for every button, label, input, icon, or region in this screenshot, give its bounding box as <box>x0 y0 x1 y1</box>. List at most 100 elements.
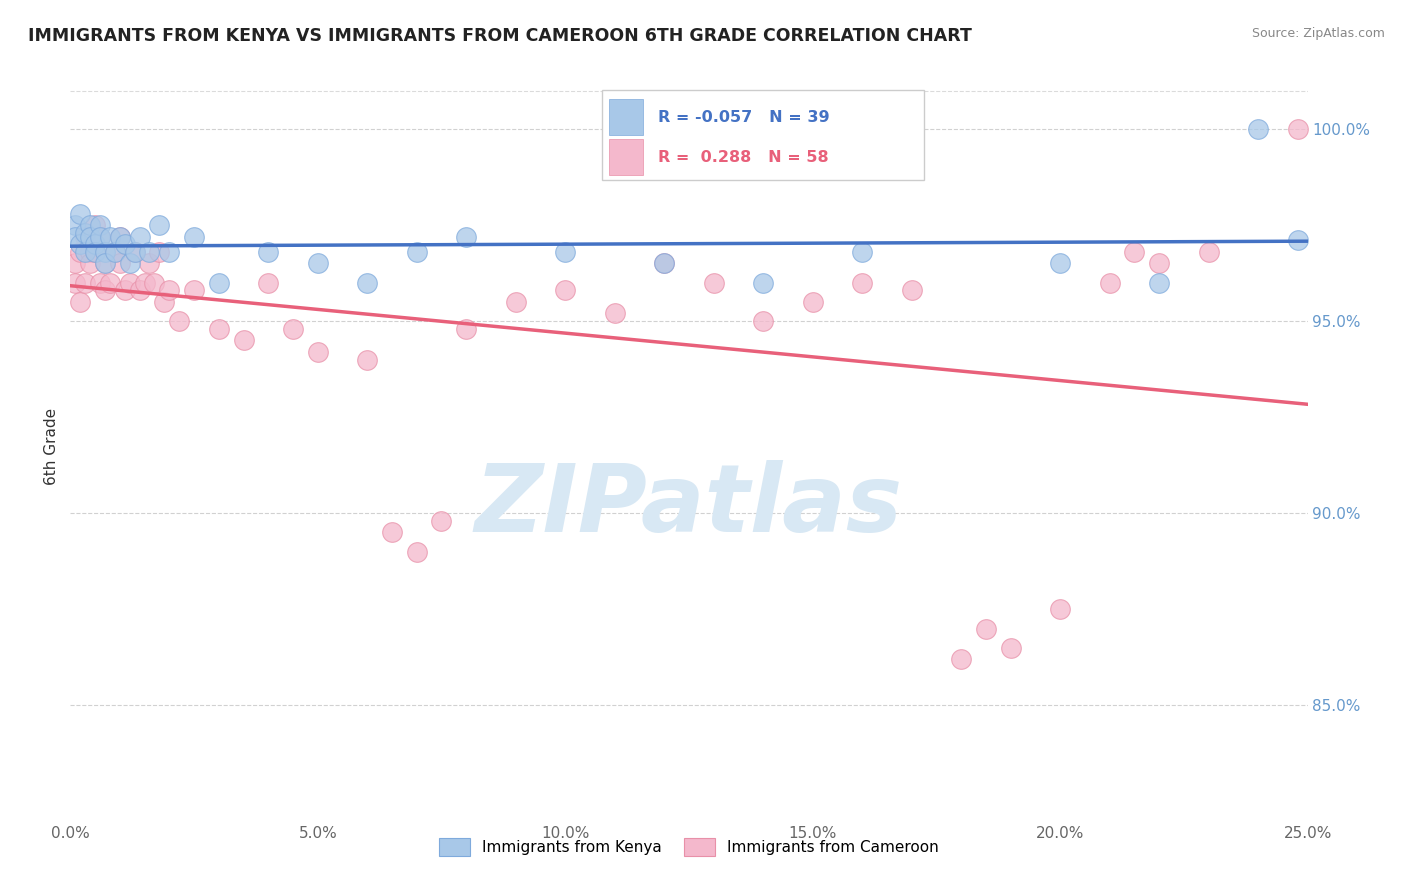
Point <box>554 284 576 298</box>
Point <box>974 622 997 636</box>
Point <box>75 229 97 244</box>
Point <box>752 276 775 290</box>
Point <box>79 256 101 270</box>
Point <box>148 244 170 259</box>
Point <box>405 544 427 558</box>
Point <box>405 244 427 259</box>
Point <box>69 237 91 252</box>
Point <box>114 284 136 298</box>
Point <box>307 344 329 359</box>
FancyBboxPatch shape <box>609 99 643 135</box>
Point <box>456 322 478 336</box>
Point <box>183 229 205 244</box>
Point <box>108 229 131 244</box>
Point <box>143 276 166 290</box>
Point <box>108 229 131 244</box>
Point <box>167 314 190 328</box>
Point <box>703 276 725 290</box>
Point <box>1286 122 1309 136</box>
Point <box>1286 234 1309 248</box>
Point <box>128 229 150 244</box>
Point <box>69 244 91 259</box>
Point <box>1049 602 1071 616</box>
Point <box>104 244 127 259</box>
Point <box>505 294 527 309</box>
Point <box>124 244 146 259</box>
Point <box>108 256 131 270</box>
Point <box>84 244 107 259</box>
Point <box>1098 276 1121 290</box>
Point <box>79 218 101 232</box>
FancyBboxPatch shape <box>602 90 924 180</box>
Point <box>84 237 107 252</box>
Point <box>1049 256 1071 270</box>
Point <box>381 525 404 540</box>
Point <box>124 244 146 259</box>
Point <box>79 229 101 244</box>
Point <box>138 244 160 259</box>
Point <box>157 244 180 259</box>
Point <box>1198 244 1220 259</box>
Point <box>208 276 231 290</box>
Point <box>652 256 675 270</box>
Point <box>801 294 824 309</box>
Point <box>114 237 136 252</box>
Point <box>65 276 87 290</box>
Point <box>257 244 280 259</box>
Point <box>153 294 176 309</box>
Text: ZIPatlas: ZIPatlas <box>475 460 903 552</box>
Point <box>75 276 97 290</box>
FancyBboxPatch shape <box>609 139 643 175</box>
Point <box>900 284 922 298</box>
Point <box>118 276 141 290</box>
Point <box>356 276 378 290</box>
Point <box>128 284 150 298</box>
Text: R = -0.057   N = 39: R = -0.057 N = 39 <box>658 111 830 125</box>
Point <box>1247 122 1270 136</box>
Point <box>851 244 873 259</box>
Point <box>138 256 160 270</box>
Point <box>232 334 254 348</box>
Point <box>104 244 127 259</box>
Point <box>65 218 87 232</box>
Point <box>84 218 107 232</box>
Point <box>1147 256 1170 270</box>
Point <box>94 256 117 270</box>
Text: IMMIGRANTS FROM KENYA VS IMMIGRANTS FROM CAMEROON 6TH GRADE CORRELATION CHART: IMMIGRANTS FROM KENYA VS IMMIGRANTS FROM… <box>28 27 972 45</box>
Y-axis label: 6th Grade: 6th Grade <box>44 408 59 484</box>
Point <box>89 229 111 244</box>
Point <box>257 276 280 290</box>
Legend: Immigrants from Kenya, Immigrants from Cameroon: Immigrants from Kenya, Immigrants from C… <box>433 832 945 862</box>
Point <box>1147 276 1170 290</box>
Point <box>281 322 304 336</box>
Point <box>1000 640 1022 655</box>
Point <box>554 244 576 259</box>
Point <box>752 314 775 328</box>
Point <box>65 256 87 270</box>
Point <box>430 514 453 528</box>
Point <box>356 352 378 367</box>
Point <box>98 229 121 244</box>
Point <box>950 652 973 666</box>
Text: R =  0.288   N = 58: R = 0.288 N = 58 <box>658 150 828 165</box>
Text: Source: ZipAtlas.com: Source: ZipAtlas.com <box>1251 27 1385 40</box>
Point <box>65 229 87 244</box>
Point <box>208 322 231 336</box>
Point <box>1123 244 1146 259</box>
Point <box>603 306 626 320</box>
Point <box>69 294 91 309</box>
Point <box>307 256 329 270</box>
Point <box>118 256 141 270</box>
Point <box>84 244 107 259</box>
Point <box>157 284 180 298</box>
Point <box>94 256 117 270</box>
Point <box>134 276 156 290</box>
Point <box>89 229 111 244</box>
Point <box>94 244 117 259</box>
Point <box>851 276 873 290</box>
Point <box>98 276 121 290</box>
Point <box>652 256 675 270</box>
Point <box>79 244 101 259</box>
Point <box>89 218 111 232</box>
Point <box>89 276 111 290</box>
